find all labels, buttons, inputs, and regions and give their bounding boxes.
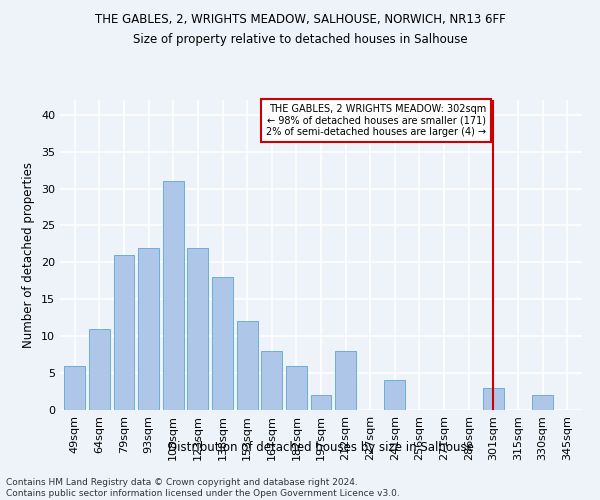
Bar (89, 329, 110, 410)
Text: Distribution of detached houses by size in Salhouse: Distribution of detached houses by size … (168, 441, 474, 454)
Bar (483, 388, 504, 410)
Bar (261, 351, 282, 410)
Bar (163, 181, 184, 410)
Bar (532, 395, 553, 410)
Text: Size of property relative to detached houses in Salhouse: Size of property relative to detached ho… (133, 32, 467, 46)
Bar (64, 366, 85, 410)
Bar (311, 395, 331, 410)
Bar (113, 255, 134, 410)
Bar (335, 351, 356, 410)
Bar (286, 366, 307, 410)
Text: THE GABLES, 2, WRIGHTS MEADOW, SALHOUSE, NORWICH, NR13 6FF: THE GABLES, 2, WRIGHTS MEADOW, SALHOUSE,… (95, 12, 505, 26)
Bar (212, 277, 233, 410)
Bar (385, 380, 406, 410)
Y-axis label: Number of detached properties: Number of detached properties (22, 162, 35, 348)
Text: Contains HM Land Registry data © Crown copyright and database right 2024.
Contai: Contains HM Land Registry data © Crown c… (6, 478, 400, 498)
Bar (236, 322, 257, 410)
Bar (187, 248, 208, 410)
Text: THE GABLES, 2 WRIGHTS MEADOW: 302sqm
← 98% of detached houses are smaller (171)
: THE GABLES, 2 WRIGHTS MEADOW: 302sqm ← 9… (266, 104, 486, 137)
Bar (138, 248, 159, 410)
